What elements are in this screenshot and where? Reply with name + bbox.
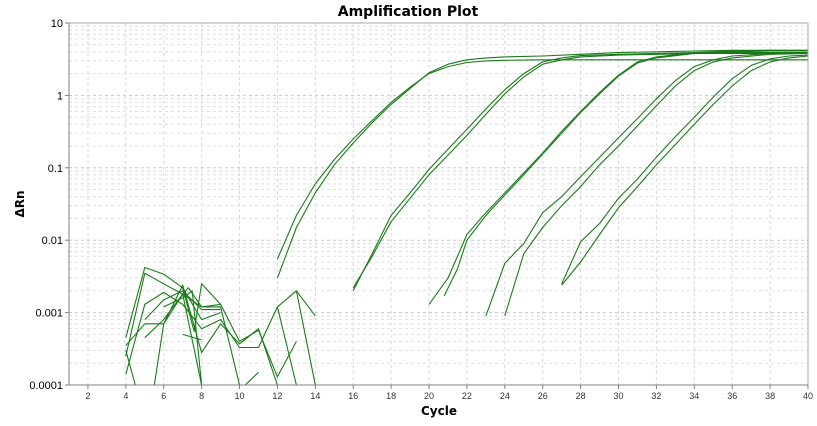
- amplification-curve: [163, 290, 203, 386]
- amplification-curve: [504, 52, 809, 317]
- amplification-curve: [561, 55, 809, 286]
- amplification-curve: [428, 49, 808, 305]
- x-tick-label: 6: [161, 391, 166, 401]
- y-tick-label: 0.1: [48, 163, 63, 175]
- x-tick-label: 14: [310, 391, 320, 401]
- amplification-curve: [443, 50, 808, 297]
- amplification-curve: [125, 290, 316, 375]
- x-tick-label: 8: [199, 391, 204, 401]
- y-tick-label: 10: [51, 18, 63, 30]
- x-axis-ticks: 2 4 6 8 10 12 14 16 18 20 22 24 26 28 30 32 34 36 38 40: [85, 385, 813, 401]
- amplification-curve: [276, 59, 808, 260]
- x-tick-label: 40: [803, 391, 813, 401]
- x-tick-label: 4: [123, 391, 128, 401]
- x-tick-label: 22: [462, 391, 472, 401]
- chart-title: Amplification Plot: [338, 4, 479, 20]
- x-tick-label: 20: [424, 391, 434, 401]
- amplification-curve: [125, 266, 221, 338]
- amplification-curve: [244, 371, 259, 386]
- amplification-curve: [182, 283, 222, 332]
- amplification-curve: [182, 333, 202, 341]
- x-tick-label: 32: [651, 391, 661, 401]
- x-tick-label: 36: [727, 391, 737, 401]
- grid-lines: [69, 23, 808, 385]
- amplification-curve: [125, 284, 278, 386]
- x-tick-label: 18: [386, 391, 396, 401]
- x-axis-label: Cycle: [421, 404, 457, 418]
- y-tick-label: 1: [57, 90, 63, 102]
- amplification-curve: [485, 52, 809, 317]
- x-tick-label: 26: [538, 391, 548, 401]
- amplification-curve: [125, 272, 297, 378]
- x-tick-label: 12: [272, 391, 282, 401]
- amplification-curve: [276, 306, 297, 386]
- x-tick-label: 38: [765, 391, 775, 401]
- amplification-curve: [276, 49, 808, 279]
- amplification-curves: [125, 49, 809, 386]
- plot-frame: [68, 22, 809, 386]
- x-tick-label: 30: [614, 391, 624, 401]
- amplification-curve: [153, 293, 203, 386]
- x-tick-label: 28: [576, 391, 586, 401]
- y-axis-label: ΔRn: [13, 190, 27, 217]
- x-tick-label: 24: [500, 391, 510, 401]
- amplification-curve: [144, 287, 241, 386]
- y-tick-label: 0.01: [42, 235, 63, 247]
- y-tick-label: 0.0001: [29, 380, 63, 392]
- amplification-curve: [561, 54, 809, 285]
- amplification-curve: [125, 350, 136, 386]
- y-axis-ticks: 10 1 0.1 0.01 0.001 0.0001: [29, 18, 69, 392]
- x-tick-label: 10: [235, 391, 245, 401]
- x-tick-label: 34: [689, 391, 699, 401]
- amplification-curve: [144, 290, 221, 320]
- amplification-curve: [295, 290, 316, 386]
- y-tick-label: 0.001: [35, 308, 63, 320]
- x-tick-label: 16: [348, 391, 358, 401]
- x-tick-label: 2: [85, 391, 90, 401]
